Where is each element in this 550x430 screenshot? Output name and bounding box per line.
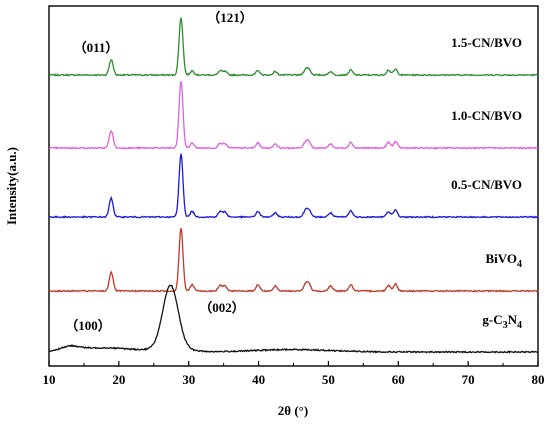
- x-axis-label: 2θ (°): [278, 403, 308, 418]
- peak-annotation: （011）: [74, 40, 119, 55]
- x-tick-label: 20: [112, 372, 125, 387]
- x-tick-label: 30: [182, 372, 195, 387]
- series-labels: 1.5-CN/BVO 1.0-CN/BVO 0.5-CN/BVO BiVO4 g-C3N…: [451, 35, 522, 331]
- x-tick-label: 10: [43, 372, 56, 387]
- series-label: BiVO4: [485, 251, 522, 270]
- series-line: [48, 17, 539, 77]
- x-axis-ticks: 10 20 30 40 50 60 70 80: [43, 361, 545, 387]
- x-tick-label: 80: [532, 372, 545, 387]
- x-tick-label: 40: [252, 372, 265, 387]
- series-line: [48, 153, 539, 219]
- x-tick-label: 60: [392, 372, 405, 387]
- series-label: 1.0-CN/BVO: [451, 108, 522, 123]
- x-tick-label: 50: [322, 372, 335, 387]
- peak-annotations: （011） （121） （100） （002）: [65, 10, 253, 333]
- series-line: [48, 284, 539, 354]
- series-lines: [48, 17, 539, 354]
- series-label: g-C3N4: [482, 312, 522, 331]
- y-axis-label: Intensity(a.u.): [4, 147, 19, 225]
- series-line: [48, 227, 539, 293]
- peak-annotation: （100）: [65, 318, 111, 333]
- peak-annotation: （002）: [199, 300, 245, 315]
- series-label: 1.5-CN/BVO: [451, 35, 522, 50]
- series-label: 0.5-CN/BVO: [451, 177, 522, 192]
- peak-annotation: （121）: [207, 10, 253, 25]
- series-line: [48, 81, 539, 150]
- x-tick-label: 70: [462, 372, 475, 387]
